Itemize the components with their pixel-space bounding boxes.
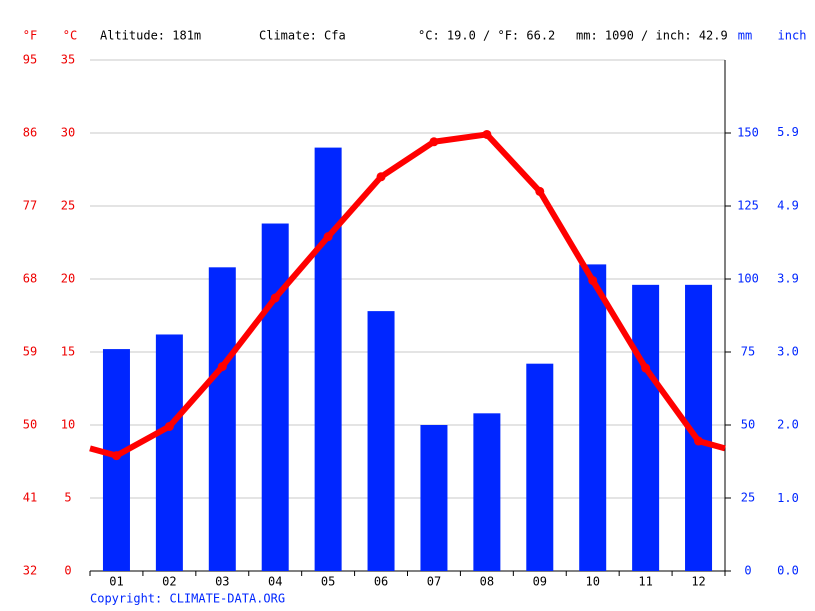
x-tick-label: 08: [480, 575, 494, 589]
precipitation-bar: [579, 264, 607, 571]
x-tick-label: 07: [427, 575, 441, 589]
x-tick-label: 01: [109, 575, 123, 589]
y2-tick-label: 100: [737, 272, 759, 286]
y2-tick-label: 150: [737, 126, 759, 140]
mean-temp: °C: 19.0 / °F: 66.2: [418, 29, 555, 43]
x-tick-label: 10: [585, 575, 599, 589]
temperature-line-edge: [697, 438, 726, 452]
y-tick-label-f: 77: [23, 199, 37, 213]
precipitation-bar: [155, 334, 183, 571]
precipitation-bar: [420, 425, 448, 571]
climate: Climate: Cfa: [259, 29, 346, 43]
y-tick-label: 15: [61, 345, 75, 359]
y-tick-label: 30: [61, 126, 75, 140]
y2-tick-label-inch: 3.0: [777, 345, 799, 359]
y2-tick-label: 25: [741, 491, 755, 505]
temperature-point: [535, 186, 545, 196]
temperature-point: [164, 421, 174, 431]
temperature-line-edge: [89, 445, 118, 459]
temperature-point: [588, 275, 598, 285]
temperature-point: [323, 232, 333, 242]
y2-tick-label-inch: 1.0: [777, 491, 799, 505]
y-tick-label: 20: [61, 272, 75, 286]
y2-tick-label: 75: [741, 345, 755, 359]
y-tick-label-f: 50: [23, 418, 37, 432]
y-tick-label: 35: [61, 53, 75, 67]
y-tick-label: 5: [64, 491, 71, 505]
precipitation-bar: [208, 267, 236, 571]
temperature-point: [694, 436, 704, 446]
total-precip: mm: 1090 / inch: 42.9: [576, 29, 728, 43]
y2-tick-label-inch: 3.9: [777, 271, 799, 285]
temperature-point: [111, 451, 121, 461]
x-tick-label: 03: [215, 575, 229, 589]
y2-tick-label-inch: 0.0: [777, 564, 799, 578]
y-tick-label: 10: [61, 418, 75, 432]
unit-f: °F: [23, 29, 37, 43]
precipitation-bar: [473, 413, 501, 571]
x-tick-label: 12: [691, 575, 705, 589]
y-tick-label: 25: [61, 199, 75, 213]
copyright: Copyright: CLIMATE-DATA.ORG: [90, 592, 285, 606]
y-tick-label-f: 86: [23, 126, 37, 140]
temperature-point: [217, 362, 227, 372]
temperature-point: [641, 363, 651, 373]
y2-tick-label-inch: 4.9: [777, 199, 799, 213]
precipitation-bar: [261, 223, 289, 571]
y2-tick-label-inch: 2.0: [777, 417, 799, 431]
unit-mm: mm: [738, 29, 752, 43]
x-tick-label: 04: [268, 575, 282, 589]
x-tick-label: 09: [533, 575, 547, 589]
y-tick-label: 0: [64, 564, 71, 578]
x-tick-label: 11: [638, 575, 652, 589]
precipitation-bar: [526, 363, 554, 571]
unit-inch: inch: [778, 29, 807, 43]
y2-tick-label: 125: [737, 199, 759, 213]
y2-tick-label-inch: 5.9: [777, 125, 799, 139]
y-tick-label-f: 59: [23, 345, 37, 359]
y-tick-label-f: 95: [23, 53, 37, 67]
precipitation-bar: [632, 284, 660, 571]
y2-tick-label: 0: [744, 564, 751, 578]
y2-tick-label: 50: [741, 418, 755, 432]
temperature-line: [115, 131, 701, 459]
precipitation-bar: [314, 147, 342, 571]
precipitation-bar: [367, 311, 395, 571]
x-tick-label: 05: [321, 575, 335, 589]
temperature-point: [482, 129, 492, 139]
unit-c: °C: [63, 29, 77, 43]
temperature-point: [376, 172, 386, 182]
y-tick-label-f: 32: [23, 564, 37, 578]
x-tick-label: 02: [162, 575, 176, 589]
altitude: Altitude: 181m: [100, 29, 201, 43]
y-tick-label-f: 41: [23, 491, 37, 505]
x-tick-label: 06: [374, 575, 388, 589]
temperature-point: [429, 137, 439, 147]
y-tick-label-f: 68: [23, 272, 37, 286]
temperature-point: [270, 293, 280, 303]
